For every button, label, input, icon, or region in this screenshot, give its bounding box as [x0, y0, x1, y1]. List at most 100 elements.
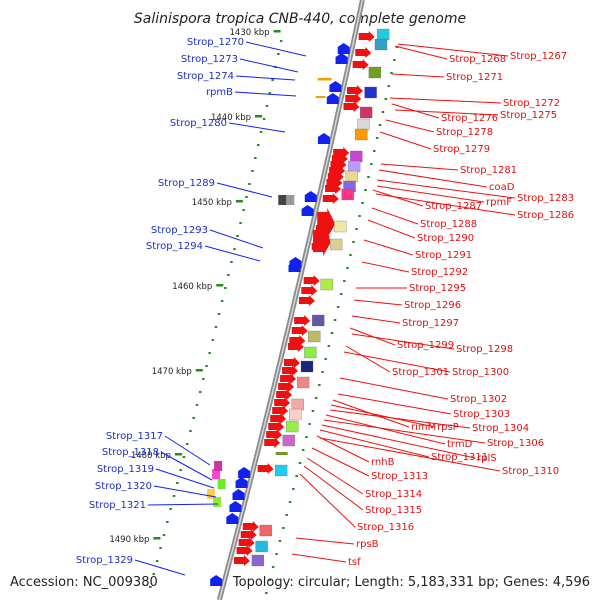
- gene-label-tsf[interactable]: tsf: [348, 557, 361, 568]
- gene-label-strop_1267[interactable]: Strop_1267: [510, 51, 567, 62]
- tick-mark: [259, 131, 263, 133]
- gene-label-strop_1316[interactable]: Strop_1316: [357, 522, 414, 533]
- gene-label-strop_1276[interactable]: Strop_1276: [441, 113, 498, 124]
- gene-label-strop_1297[interactable]: Strop_1297: [402, 318, 459, 329]
- gene-label-strop_1287[interactable]: Strop_1287: [425, 201, 482, 212]
- tick-mark: [346, 267, 349, 269]
- tick-mark: [295, 475, 298, 477]
- tick-mark: [349, 254, 352, 256]
- gene-label-strop_1271[interactable]: Strop_1271: [446, 72, 503, 83]
- tick-mark: [265, 105, 269, 107]
- tick-mark: [305, 436, 308, 438]
- forward-gene-arrow: [280, 373, 297, 384]
- tick-mark: [166, 521, 169, 523]
- gene-label-strop_1301[interactable]: Strop_1301: [392, 367, 449, 378]
- gene-label-strop_1268[interactable]: Strop_1268: [449, 54, 506, 65]
- gene-label-strop_1274[interactable]: Strop_1274: [177, 71, 234, 82]
- gene-label-strop_1270[interactable]: Strop_1270: [187, 37, 244, 48]
- kbp-label: 1480 kbp: [131, 451, 171, 461]
- gene-label-strop_1314[interactable]: Strop_1314: [365, 489, 422, 500]
- tick-mark: [149, 586, 152, 588]
- tick-mark: [220, 300, 224, 302]
- tick-mark: [370, 163, 373, 165]
- gene-domain-box: [289, 408, 302, 421]
- gene-label-strop_1293[interactable]: Strop_1293: [151, 225, 208, 236]
- tick-mark: [298, 462, 302, 464]
- gene-label-strop_1275[interactable]: Strop_1275: [500, 110, 557, 121]
- tick-mark: [277, 53, 280, 55]
- gene-label-strop_1310[interactable]: Strop_1310: [502, 466, 559, 477]
- gene-label-rpsb[interactable]: rpsB: [356, 539, 379, 550]
- gene-label-strop_1317[interactable]: Strop_1317: [106, 431, 163, 442]
- gene-label-strop_1319[interactable]: Strop_1319: [97, 464, 154, 475]
- gene-label-strop_1291[interactable]: Strop_1291: [415, 250, 472, 261]
- label-connector: [380, 163, 459, 171]
- gene-label-strop_1295[interactable]: Strop_1295: [409, 283, 466, 294]
- gene-label-strop_1300[interactable]: Strop_1300: [452, 367, 509, 378]
- tick-mark: [185, 443, 189, 445]
- kbp-marker: 1430 kbp: [230, 28, 281, 38]
- gene-label-strop_1278[interactable]: Strop_1278: [436, 127, 493, 138]
- forward-gene-arrow: [270, 413, 287, 424]
- label-connector: [295, 537, 355, 545]
- tick-mark: [233, 248, 236, 250]
- gene-label-rnhb[interactable]: rnhB: [371, 457, 395, 468]
- tick-mark: [387, 85, 390, 87]
- label-connector: [361, 261, 410, 273]
- kbp-marker: 1460 kbp: [172, 282, 224, 292]
- gene-domain-box: [347, 160, 361, 173]
- label-connector: [239, 58, 299, 73]
- gene-label-strop_1313[interactable]: Strop_1313: [371, 471, 428, 482]
- gene-label-strop_1296[interactable]: Strop_1296: [404, 300, 461, 311]
- label-connector: [351, 315, 401, 324]
- label-connector: [153, 485, 217, 498]
- gene-label-strop_1281[interactable]: Strop_1281: [460, 165, 517, 176]
- gene-label-rimm[interactable]: rimM: [411, 422, 436, 433]
- gene-label-strop_1299[interactable]: Strop_1299: [397, 340, 454, 351]
- gene-label-strop_1321[interactable]: Strop_1321: [89, 500, 146, 511]
- gene-label-trmd[interactable]: trmD: [447, 439, 473, 450]
- gene-domain-box: [217, 479, 226, 489]
- gene-label-strop_1272[interactable]: Strop_1272: [503, 98, 560, 109]
- gene-label-strop_1279[interactable]: Strop_1279: [433, 144, 490, 155]
- tick-mark: [384, 98, 388, 100]
- gene-label-strop_1318[interactable]: Strop_1318: [102, 447, 159, 458]
- gene-label-strop_1280[interactable]: Strop_1280: [170, 118, 227, 129]
- label-connector: [321, 424, 476, 459]
- gene-label-strop_1298[interactable]: Strop_1298: [456, 344, 513, 355]
- rpmB-gene-bar: [317, 78, 332, 81]
- gene-label-strop_1302[interactable]: Strop_1302: [450, 394, 507, 405]
- gene-label-rpmf[interactable]: rpmF: [486, 197, 512, 208]
- gene-label-strop_1329[interactable]: Strop_1329: [76, 555, 133, 566]
- gene-label-strop_1286[interactable]: Strop_1286: [517, 210, 574, 221]
- gene-label-strop_1290[interactable]: Strop_1290: [417, 233, 474, 244]
- label-connector: [209, 229, 264, 249]
- forward-gene-arrow: [298, 295, 315, 306]
- gene-label-strop_1288[interactable]: Strop_1288: [420, 219, 477, 230]
- gene-label-coad[interactable]: coaD: [489, 182, 515, 193]
- gene-domain-box: [345, 170, 358, 183]
- gene-domain-box: [374, 38, 388, 51]
- gene-domain-box: [296, 376, 310, 389]
- gene-label-strop_1303[interactable]: Strop_1303: [453, 409, 510, 420]
- gene-label-strop_1315[interactable]: Strop_1315: [365, 505, 422, 516]
- tick-mark: [251, 170, 254, 172]
- gene-label-strop_1320[interactable]: Strop_1320: [95, 481, 152, 492]
- gene-label-strop_1289[interactable]: Strop_1289: [158, 178, 215, 189]
- tick-mark: [361, 202, 364, 204]
- gene-label-rpmb[interactable]: rpmB: [206, 87, 233, 98]
- gene-label-strop_1294[interactable]: Strop_1294: [146, 241, 203, 252]
- gene-label-strop_1306[interactable]: Strop_1306: [487, 438, 544, 449]
- gene-label-strop_1283[interactable]: Strop_1283: [517, 193, 574, 204]
- gene-label-strop_1273[interactable]: Strop_1273: [181, 54, 238, 65]
- gene-label-rpsp[interactable]: rpsP: [437, 422, 459, 433]
- label-connector: [397, 43, 509, 57]
- reverse-gene-arrow: [335, 53, 348, 64]
- reverse-gene-arrow: [229, 501, 242, 512]
- forward-gene-arrow: [266, 429, 283, 440]
- gene-label-strop_1304[interactable]: Strop_1304: [472, 423, 529, 434]
- gene-label-strop_1292[interactable]: Strop_1292: [411, 267, 468, 278]
- tick-mark: [314, 397, 318, 399]
- gene-label-strop_1311[interactable]: Strop_1311: [431, 452, 488, 463]
- gene-label-rpls[interactable]: rplS: [477, 453, 497, 464]
